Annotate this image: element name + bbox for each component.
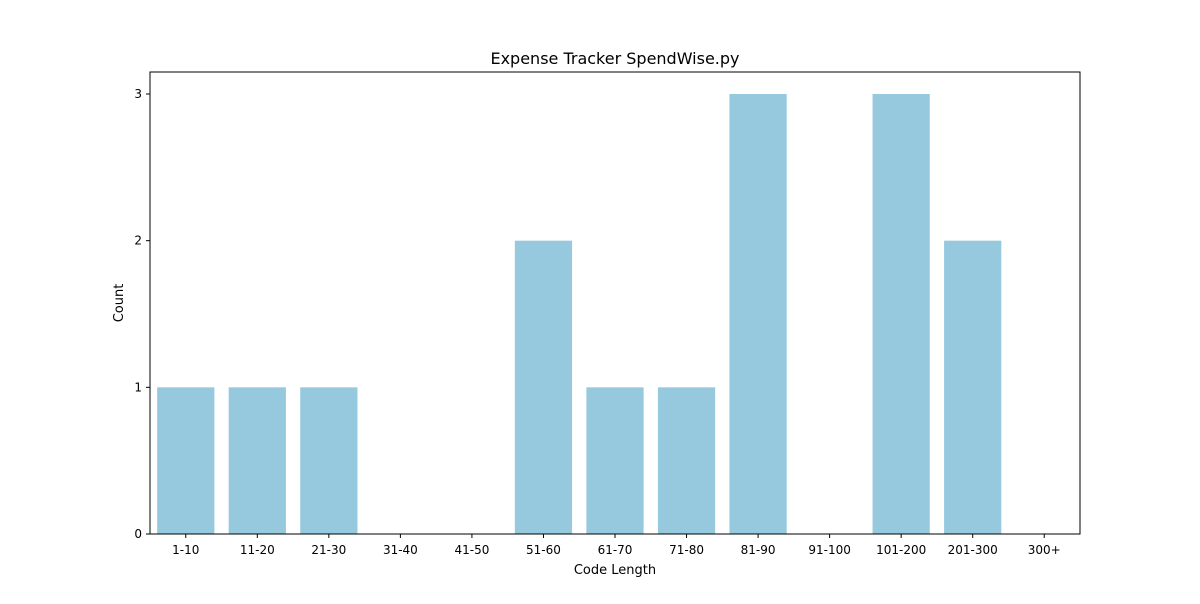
bars-layer (157, 94, 1002, 534)
x-tick-label: 41-50 (454, 543, 489, 557)
x-tick-label: 71-80 (669, 543, 704, 557)
x-tick-label: 1-10 (172, 543, 199, 557)
bar-11-20 (228, 387, 286, 534)
y-tick-label: 2 (134, 234, 142, 248)
bar-51-60 (514, 240, 573, 534)
bar-21-30 (300, 387, 358, 534)
bar-1-10 (157, 387, 215, 534)
x-tick-label: 101-200 (876, 543, 926, 557)
x-tick-label: 51-60 (526, 543, 561, 557)
x-tick-label: 91-100 (808, 543, 851, 557)
x-tick-label: 21-30 (311, 543, 346, 557)
x-tick-label: 31-40 (383, 543, 418, 557)
x-axis: 1-10 11-20 21-30 31-40 41-50 51-60 61-70 71-80 8… (172, 534, 1061, 557)
bar-81-90 (729, 94, 787, 534)
y-tick-label: 1 (134, 380, 142, 394)
bar-61-70 (586, 387, 644, 534)
x-tick-label: 201-300 (948, 543, 998, 557)
y-tick-label: 0 (134, 527, 142, 541)
y-tick-label: 3 (134, 87, 142, 101)
x-tick-label: 81-90 (741, 543, 776, 557)
chart-title: Expense Tracker SpendWise.py (490, 49, 739, 68)
y-axis: 0 1 2 3 (134, 87, 150, 541)
y-axis-label: Count (112, 284, 127, 323)
x-tick-label: 61-70 (598, 543, 633, 557)
bar-101-200 (872, 94, 930, 534)
x-tick-label: 11-20 (240, 543, 275, 557)
bar-71-80 (657, 387, 716, 534)
x-axis-label: Code Length (574, 563, 656, 578)
x-tick-label: 300+ (1028, 543, 1061, 557)
bar-201-300 (944, 240, 1002, 534)
